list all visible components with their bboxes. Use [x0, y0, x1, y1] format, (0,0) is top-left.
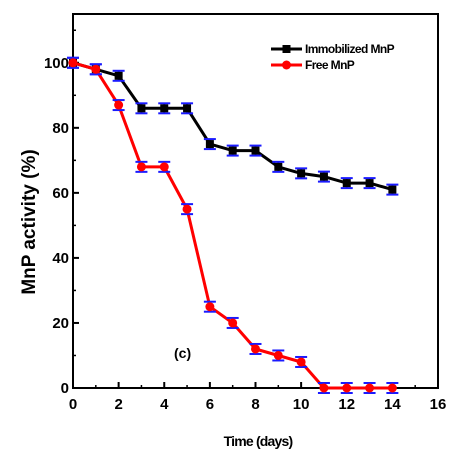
- x-tick-label: 6: [206, 396, 214, 413]
- y-tick-label: 100: [44, 55, 69, 72]
- data-point: [160, 104, 169, 113]
- data-point: [182, 204, 192, 214]
- data-point: [342, 179, 351, 188]
- data-point: [251, 344, 260, 354]
- legend-label: Free MnP: [305, 58, 355, 72]
- data-point: [137, 104, 146, 113]
- data-point: [114, 100, 124, 110]
- y-tick-label: 80: [52, 120, 69, 137]
- legend-marker: [282, 60, 291, 70]
- data-point: [205, 140, 214, 149]
- series-immobilized: [67, 56, 399, 196]
- data-point: [365, 179, 374, 188]
- x-axis-label: Time (days): [224, 433, 293, 449]
- data-point: [228, 318, 238, 328]
- data-point: [273, 350, 283, 360]
- data-point: [388, 185, 397, 194]
- data-point: [387, 383, 397, 393]
- series-layer: [67, 56, 399, 394]
- x-tick-label: 8: [251, 396, 259, 413]
- data-point: [319, 172, 328, 181]
- x-tick-label: 16: [430, 396, 447, 413]
- data-point: [68, 58, 78, 68]
- plot-frame: [72, 13, 439, 389]
- data-point: [136, 162, 146, 172]
- data-point: [205, 302, 215, 312]
- x-tick-label: 4: [160, 396, 169, 413]
- legend-item: Immobilized MnP: [271, 42, 395, 56]
- data-point: [91, 64, 101, 74]
- series-free: [67, 56, 399, 394]
- plot-border: [72, 13, 439, 389]
- x-tick-label: 0: [69, 396, 77, 413]
- y-tick-label: 0: [61, 380, 69, 397]
- x-tick-label: 2: [114, 396, 122, 413]
- data-point: [114, 71, 123, 80]
- series-line: [72, 61, 393, 192]
- axis-ticks: 0 2 4 6 8 10 12 14 16 0 20 40 60 80 100: [44, 29, 447, 413]
- y-tick-label: 20: [52, 315, 69, 332]
- data-point: [228, 146, 237, 155]
- panel-annotation: (c): [174, 345, 191, 361]
- legend: Immobilized MnP Free MnP: [271, 42, 395, 72]
- data-point: [159, 162, 169, 172]
- data-point: [319, 383, 329, 393]
- data-point: [251, 146, 260, 155]
- x-tick-label: 10: [293, 396, 310, 413]
- data-point: [183, 104, 192, 113]
- data-point: [365, 383, 375, 393]
- data-point: [296, 357, 306, 367]
- x-tick-label: 12: [338, 396, 355, 413]
- data-point: [342, 383, 352, 393]
- data-point: [274, 162, 283, 171]
- legend-marker: [282, 45, 291, 53]
- legend-item: Free MnP: [271, 58, 355, 72]
- series-line: [72, 61, 393, 390]
- data-point: [297, 169, 306, 178]
- y-axis-label: MnP activity (%): [19, 149, 40, 294]
- y-tick-label: 60: [52, 185, 69, 202]
- y-tick-label: 40: [52, 250, 69, 267]
- x-tick-label: 14: [384, 396, 401, 413]
- legend-label: Immobilized MnP: [305, 42, 395, 56]
